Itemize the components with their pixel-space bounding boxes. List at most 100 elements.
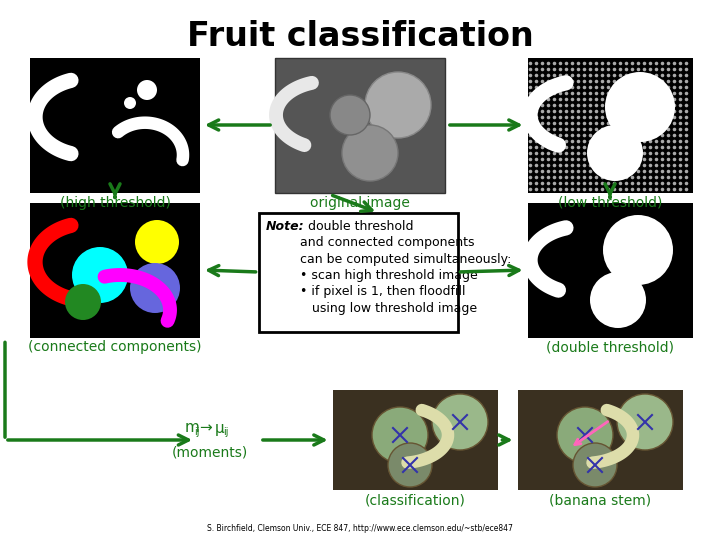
Circle shape xyxy=(654,176,658,179)
Circle shape xyxy=(679,176,683,179)
Circle shape xyxy=(672,122,676,125)
Circle shape xyxy=(595,62,598,65)
Circle shape xyxy=(649,73,652,77)
Circle shape xyxy=(643,92,647,95)
Circle shape xyxy=(613,140,616,143)
Circle shape xyxy=(643,134,647,137)
Bar xyxy=(30,57,200,192)
Circle shape xyxy=(577,170,580,173)
Circle shape xyxy=(667,152,670,156)
Circle shape xyxy=(65,284,101,320)
Circle shape xyxy=(559,181,562,185)
Circle shape xyxy=(546,140,550,143)
Circle shape xyxy=(571,68,575,71)
Circle shape xyxy=(654,164,658,167)
Circle shape xyxy=(654,98,658,102)
Circle shape xyxy=(667,188,670,191)
Circle shape xyxy=(613,68,616,71)
Circle shape xyxy=(571,170,575,173)
Circle shape xyxy=(667,116,670,119)
Circle shape xyxy=(546,98,550,102)
Circle shape xyxy=(643,104,647,107)
Circle shape xyxy=(546,73,550,77)
Bar xyxy=(333,390,498,490)
Circle shape xyxy=(541,110,544,113)
Circle shape xyxy=(559,127,562,131)
Circle shape xyxy=(643,127,647,131)
Circle shape xyxy=(667,170,670,173)
Circle shape xyxy=(553,110,557,113)
Circle shape xyxy=(72,247,128,303)
Circle shape xyxy=(661,181,665,185)
Circle shape xyxy=(643,164,647,167)
Circle shape xyxy=(654,134,658,137)
Circle shape xyxy=(564,122,568,125)
Circle shape xyxy=(607,92,611,95)
Circle shape xyxy=(582,68,586,71)
Circle shape xyxy=(571,122,575,125)
Circle shape xyxy=(535,86,539,89)
Circle shape xyxy=(672,158,676,161)
Circle shape xyxy=(685,116,688,119)
Circle shape xyxy=(631,110,634,113)
Circle shape xyxy=(582,122,586,125)
Circle shape xyxy=(553,134,557,137)
Circle shape xyxy=(685,62,688,65)
Circle shape xyxy=(600,104,604,107)
Circle shape xyxy=(625,104,629,107)
Circle shape xyxy=(571,127,575,131)
Circle shape xyxy=(667,98,670,102)
Circle shape xyxy=(636,110,640,113)
Circle shape xyxy=(625,158,629,161)
Circle shape xyxy=(661,176,665,179)
Circle shape xyxy=(685,92,688,95)
Circle shape xyxy=(654,73,658,77)
Circle shape xyxy=(679,181,683,185)
Circle shape xyxy=(595,170,598,173)
Circle shape xyxy=(625,110,629,113)
Circle shape xyxy=(649,140,652,143)
Circle shape xyxy=(649,116,652,119)
Circle shape xyxy=(667,164,670,167)
Circle shape xyxy=(613,92,616,95)
Circle shape xyxy=(571,134,575,137)
Circle shape xyxy=(559,188,562,191)
Circle shape xyxy=(541,152,544,156)
Circle shape xyxy=(541,146,544,149)
Circle shape xyxy=(535,152,539,156)
Circle shape xyxy=(589,104,593,107)
Text: (classification): (classification) xyxy=(364,493,465,507)
Circle shape xyxy=(685,152,688,156)
Circle shape xyxy=(546,92,550,95)
Circle shape xyxy=(571,164,575,167)
Circle shape xyxy=(595,176,598,179)
Circle shape xyxy=(607,176,611,179)
Text: →: → xyxy=(199,421,212,435)
Circle shape xyxy=(617,394,673,450)
Bar xyxy=(528,57,693,192)
Circle shape xyxy=(595,116,598,119)
Circle shape xyxy=(130,263,180,313)
Circle shape xyxy=(631,98,634,102)
Circle shape xyxy=(564,181,568,185)
Circle shape xyxy=(577,164,580,167)
Circle shape xyxy=(528,140,532,143)
Circle shape xyxy=(613,176,616,179)
Circle shape xyxy=(631,127,634,131)
Circle shape xyxy=(625,188,629,191)
Circle shape xyxy=(636,73,640,77)
Circle shape xyxy=(661,127,665,131)
Circle shape xyxy=(607,73,611,77)
Circle shape xyxy=(613,188,616,191)
Circle shape xyxy=(679,104,683,107)
Circle shape xyxy=(577,80,580,83)
Circle shape xyxy=(577,86,580,89)
Circle shape xyxy=(667,73,670,77)
Circle shape xyxy=(577,127,580,131)
Circle shape xyxy=(618,62,622,65)
Circle shape xyxy=(553,164,557,167)
Circle shape xyxy=(685,127,688,131)
Circle shape xyxy=(685,176,688,179)
Circle shape xyxy=(654,116,658,119)
Circle shape xyxy=(625,62,629,65)
